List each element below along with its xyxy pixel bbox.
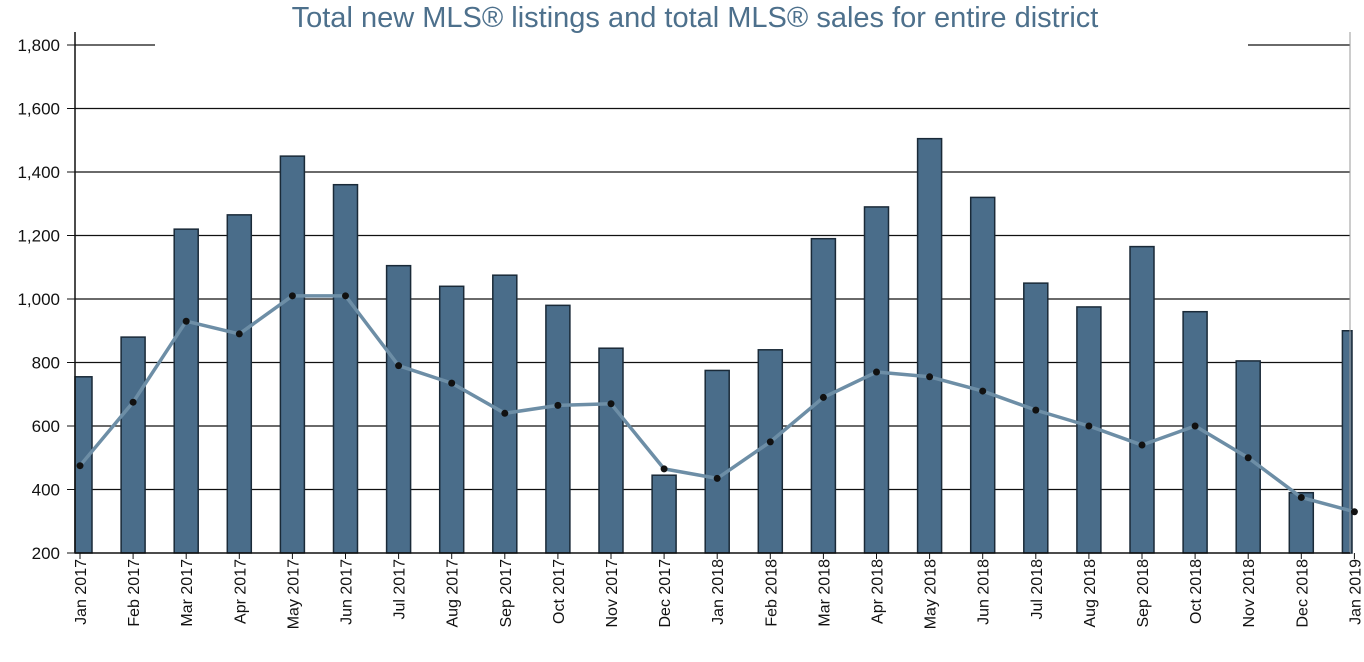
listings-bar: [385, 264, 412, 554]
listings-bar: [704, 369, 730, 554]
y-tick-label: 600: [32, 417, 60, 436]
listings-bar: [969, 196, 996, 554]
chart-title: Total new MLS® listings and total MLS® s…: [291, 2, 1099, 34]
x-tick-label: Dec 2018: [1294, 559, 1311, 628]
y-tick-label: 1,400: [17, 163, 60, 182]
listings-bar: [598, 347, 624, 554]
x-tick-label: Aug 2017: [445, 559, 462, 628]
listings-bar: [173, 228, 199, 554]
sales-point: [1191, 422, 1199, 430]
x-tick-label: Feb 2017: [126, 559, 143, 627]
listings-bar: [1129, 245, 1155, 554]
x-tick-label: Jan 2018: [710, 559, 727, 625]
listings-bar: [863, 206, 890, 554]
sales-point: [288, 292, 296, 300]
x-tick-label: Apr 2018: [870, 559, 887, 624]
listings-bar: [438, 285, 465, 554]
sales-point: [395, 362, 403, 370]
sales-point: [182, 317, 190, 325]
x-tick-label: Apr 2017: [232, 559, 249, 624]
sales-point: [1297, 493, 1305, 501]
sales-point: [1350, 508, 1358, 516]
y-tick-label: 1,600: [17, 100, 60, 119]
sales-point: [129, 398, 137, 406]
sales-point: [819, 393, 827, 401]
listings-bars: [74, 137, 1353, 554]
x-tick-label: Jan 2017: [73, 559, 90, 625]
listings-bar: [651, 474, 677, 554]
sales-point: [660, 465, 668, 473]
y-tick-label: 200: [32, 544, 60, 563]
y-tick-label: 400: [32, 481, 60, 500]
listings-bar: [226, 214, 253, 554]
sales-point: [1138, 441, 1146, 449]
sales-point: [448, 379, 456, 387]
listings-bar: [332, 183, 359, 554]
x-tick-label: Feb 2018: [763, 559, 780, 627]
sales-point: [501, 409, 509, 417]
sales-point: [873, 368, 880, 376]
x-tick-label: Aug 2018: [1082, 559, 1099, 628]
x-tick-label: Jul 2017: [392, 559, 409, 620]
y-axis-ticks: 200 400 600 800 1,000 1,200 1,400 1,600 1,800: [17, 36, 75, 563]
listings-bar: [757, 349, 784, 554]
sales-point: [342, 292, 349, 300]
sales-point: [607, 400, 615, 408]
y-tick-label: 1,800: [17, 36, 60, 55]
x-tick-label: Jul 2018: [1029, 559, 1046, 620]
x-tick-label: Mar 2017: [179, 559, 196, 627]
x-tick-label: Mar 2018: [816, 559, 833, 627]
sales-point: [76, 462, 84, 470]
axes: [74, 32, 1351, 554]
sales-point: [766, 438, 774, 446]
y-tick-label: 800: [32, 354, 60, 373]
x-tick-label: Jun 2018: [976, 559, 993, 625]
x-tick-label: Dec 2017: [657, 559, 674, 628]
sales-point: [979, 387, 987, 395]
sales-point: [1244, 454, 1252, 462]
listings-bar: [916, 137, 943, 554]
listings-bar: [120, 336, 146, 554]
y-tick-label: 1,000: [17, 290, 60, 309]
x-tick-label: Nov 2018: [1241, 559, 1258, 628]
listings-bar: [545, 304, 571, 554]
sales-point: [1032, 406, 1040, 414]
x-tick-label: Nov 2017: [604, 559, 621, 628]
sales-point: [1085, 422, 1093, 430]
listings-bar: [1288, 491, 1315, 554]
x-tick-label: Oct 2017: [551, 559, 568, 624]
sales-line: [76, 292, 1358, 516]
y-tick-label: 1,200: [17, 227, 60, 246]
x-tick-label: Jun 2017: [339, 559, 356, 625]
x-tick-label: Sep 2018: [1135, 559, 1152, 628]
x-tick-label: Jan 2019: [1347, 559, 1364, 625]
sales-point: [926, 373, 934, 381]
sales-point: [235, 330, 243, 338]
listings-bar: [1341, 330, 1353, 554]
sales-point: [713, 474, 721, 482]
listings-bar: [1023, 282, 1049, 554]
x-tick-label: May 2017: [285, 559, 302, 629]
sales-point: [554, 401, 562, 409]
listings-bar: [279, 155, 306, 554]
x-tick-label: Oct 2018: [1188, 559, 1205, 624]
x-tick-label: May 2018: [923, 559, 940, 629]
x-tick-label: Sep 2017: [498, 559, 515, 628]
x-axis-ticks: Jan 2017 Feb 2017 Mar 2017 Apr 2017 May 2017…: [73, 553, 1364, 629]
